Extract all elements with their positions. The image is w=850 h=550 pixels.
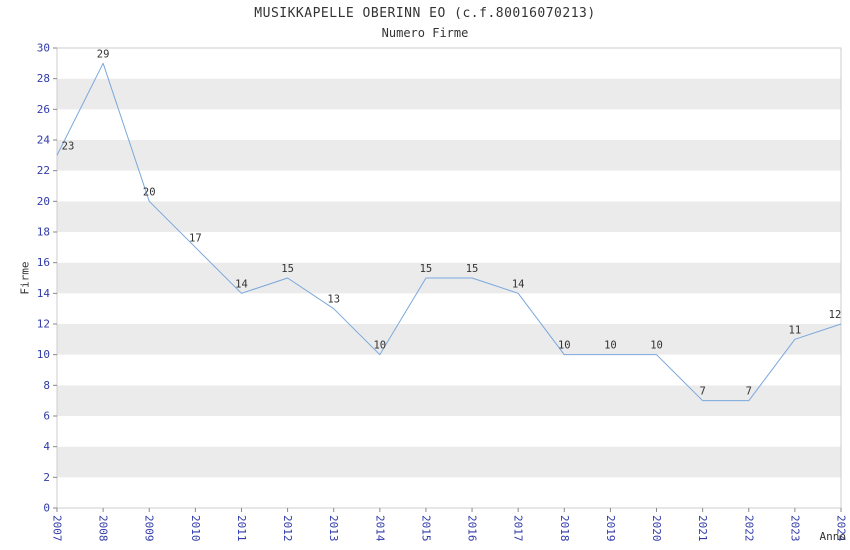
y-tick-label: 24 <box>37 134 51 147</box>
value-label: 29 <box>97 48 110 60</box>
x-tick-label: 2014 <box>373 515 386 542</box>
x-axis-label: Anno <box>820 530 847 543</box>
grid-band <box>57 78 841 110</box>
x-tick-label: 2013 <box>327 515 340 542</box>
grid-band <box>57 109 841 140</box>
x-tick-label-group: 2021 <box>696 515 709 542</box>
y-tick-label: 4 <box>43 440 50 453</box>
x-tick-label: 2015 <box>419 515 432 542</box>
y-tick-label: 0 <box>43 502 50 515</box>
x-tick-label: 2017 <box>512 515 525 542</box>
value-label: 13 <box>327 294 340 306</box>
value-label: 10 <box>604 340 617 352</box>
grid-band <box>57 324 841 355</box>
grid-band <box>57 293 841 324</box>
value-label: 15 <box>281 263 294 275</box>
value-label: 7 <box>699 386 705 398</box>
value-label: 14 <box>235 278 248 290</box>
grid-band <box>57 354 841 386</box>
data-line <box>56 62 842 402</box>
y-tick-label: 14 <box>37 287 51 300</box>
value-label: 23 <box>62 140 75 152</box>
x-tick-label-group: 2018 <box>558 515 571 542</box>
y-tick-label: 26 <box>37 103 50 116</box>
value-label: 10 <box>650 340 663 352</box>
y-tick-label: 12 <box>37 318 50 331</box>
grid-bands <box>57 48 841 508</box>
grid-band <box>57 416 841 447</box>
value-label: 12 <box>829 309 842 321</box>
x-tick-label: 2008 <box>97 515 110 542</box>
value-label: 15 <box>466 263 479 275</box>
value-label: 14 <box>512 278 525 290</box>
grid-band <box>57 170 841 202</box>
x-tick-label: 2021 <box>696 515 709 542</box>
x-tick-label-group: 2013 <box>327 515 340 542</box>
x-tick-label: 2009 <box>143 515 156 542</box>
x-axis: 2007 2008 2009 2010 2011 2012 2013 2014 2015 2016… <box>51 508 848 542</box>
value-label: 17 <box>189 232 202 244</box>
plot-border <box>56 47 842 509</box>
y-tick-label: 10 <box>37 348 50 361</box>
y-tick-label: 8 <box>43 379 50 392</box>
x-tick-label: 2016 <box>466 515 479 542</box>
x-tick-label: 2022 <box>742 515 755 542</box>
grid-band <box>57 48 841 79</box>
chart-subtitle: Numero Firme <box>381 26 469 40</box>
x-tick-label-group: 2010 <box>189 515 202 542</box>
y-tick-label: 22 <box>37 164 50 177</box>
y-tick-label: 18 <box>37 226 50 239</box>
value-label: 20 <box>143 186 156 198</box>
value-label: 15 <box>420 263 433 275</box>
grid-band <box>57 477 841 508</box>
x-tick-label-group: 2023 <box>788 515 801 542</box>
value-label: 10 <box>558 340 571 352</box>
x-tick-label-group: 2017 <box>512 515 525 542</box>
x-tick-label-group: 2011 <box>235 515 248 542</box>
x-tick-label: 2019 <box>604 515 617 542</box>
grid-band <box>57 201 841 232</box>
x-tick-label: 2018 <box>558 515 571 542</box>
x-tick-label: 2024 <box>835 515 848 542</box>
x-tick-label-group: 2007 <box>51 515 64 542</box>
x-tick-label-group: 2016 <box>466 515 479 542</box>
value-labels: 23 29 20 17 14 15 13 10 15 15 14 10 10 10 7 7 11 12 <box>62 48 842 397</box>
chart-title: MUSIKKAPELLE OBERINN EO (c.f.80016070213… <box>254 6 596 21</box>
x-tick-label-group: 2022 <box>742 515 755 542</box>
x-tick-label: 2020 <box>650 515 663 542</box>
y-tick-label: 6 <box>43 410 50 423</box>
x-tick-label: 2012 <box>281 515 294 542</box>
y-tick-label: 28 <box>37 72 50 85</box>
x-tick-label-group: 2012 <box>281 515 294 542</box>
y-tick-label: 16 <box>37 256 50 269</box>
x-tick-label-group: 2024 <box>835 515 848 542</box>
value-label: 11 <box>789 324 802 336</box>
grid-band <box>57 140 841 171</box>
y-tick-label: 30 <box>37 42 50 55</box>
value-label: 7 <box>746 386 752 398</box>
x-tick-label-group: 2014 <box>373 515 386 542</box>
y-axis-label: Firme <box>19 261 32 294</box>
value-label: 10 <box>373 340 386 352</box>
x-tick-label-group: 2015 <box>419 515 432 542</box>
x-tick-label-group: 2020 <box>650 515 663 542</box>
grid-band <box>57 446 841 478</box>
grid-band <box>57 232 841 263</box>
y-tick-label: 20 <box>37 195 50 208</box>
x-tick-label-group: 2008 <box>97 515 110 542</box>
x-tick-label: 2023 <box>788 515 801 542</box>
x-tick-label: 2011 <box>235 515 248 542</box>
x-tick-label: 2010 <box>189 515 202 542</box>
x-tick-label: 2007 <box>51 515 64 542</box>
y-axis-label-group: Firme <box>19 261 32 294</box>
x-tick-label-group: 2019 <box>604 515 617 542</box>
x-tick-label-group: 2009 <box>143 515 156 542</box>
y-tick-label: 2 <box>43 471 50 484</box>
